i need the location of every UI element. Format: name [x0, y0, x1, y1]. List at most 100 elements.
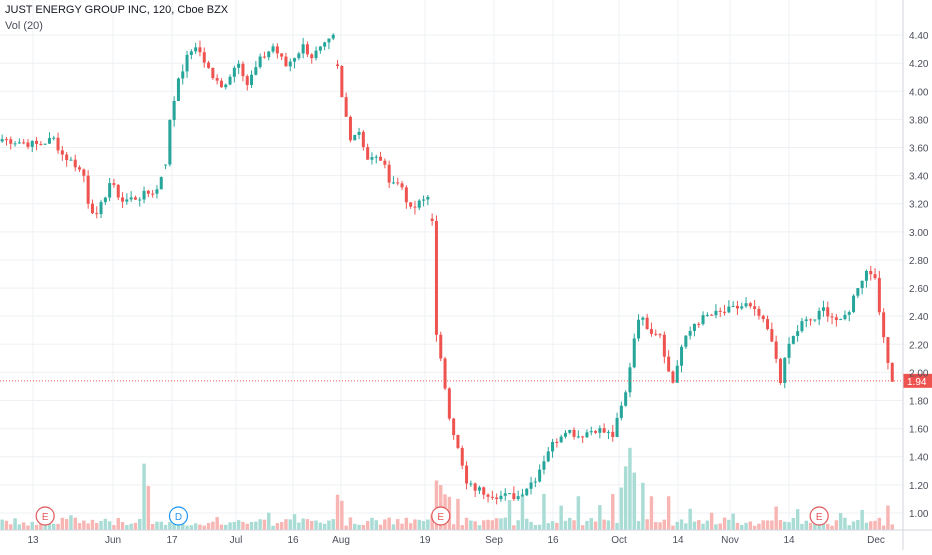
volume-bar	[593, 521, 598, 530]
candle-body	[280, 53, 284, 57]
candle-body	[305, 44, 309, 55]
candle-body	[82, 169, 86, 176]
candle-body	[353, 134, 357, 141]
volume-bar	[288, 519, 292, 530]
marker-label: E	[816, 512, 823, 523]
candle-body	[800, 321, 804, 332]
volume-bar	[722, 517, 727, 530]
candle-body	[9, 139, 13, 144]
x-tick-label: 14	[783, 535, 795, 546]
volume-bar	[654, 522, 658, 530]
y-tick-label: 1.40	[909, 453, 929, 464]
candle-body	[766, 319, 770, 330]
volume-bar	[21, 522, 26, 530]
candle-body	[508, 493, 512, 495]
candle-body	[271, 46, 275, 52]
candle-body	[146, 190, 150, 194]
volume-bar	[735, 522, 740, 530]
candle-body	[744, 303, 748, 307]
candle-body	[735, 305, 739, 309]
volume-bar	[159, 521, 163, 530]
candle-body	[430, 218, 434, 221]
candle-body	[4, 139, 8, 141]
volume-bar	[886, 505, 890, 530]
volume-bar	[533, 524, 538, 530]
volume-bar	[4, 520, 9, 530]
earnings-marker[interactable]: E	[809, 506, 829, 526]
volume-bar	[645, 519, 649, 530]
candle-body	[237, 63, 241, 68]
volume-bar	[396, 519, 400, 530]
volume-bar	[116, 518, 120, 530]
candle-body	[615, 417, 619, 438]
candle-body	[529, 482, 533, 489]
volume-bar	[744, 522, 748, 530]
candle-body	[224, 84, 228, 88]
volume-bar	[486, 519, 490, 530]
volume-bar	[112, 525, 116, 530]
volume-bar	[559, 505, 563, 530]
volume-bar	[228, 522, 232, 530]
volume-bar	[258, 519, 262, 530]
volume-bar	[142, 463, 146, 530]
candle-body	[202, 52, 206, 63]
volume-bar	[374, 520, 378, 530]
volume-bar	[731, 513, 735, 530]
volume-bar	[73, 517, 77, 530]
volume-bar	[39, 522, 43, 530]
volume-bar	[705, 520, 710, 530]
candle-body	[520, 495, 524, 497]
candle-body	[555, 441, 559, 443]
volume-bar	[550, 521, 555, 530]
volume-bar	[632, 472, 636, 530]
dividend-marker[interactable]: D	[168, 506, 189, 526]
candle-body	[576, 436, 580, 438]
volume-bar	[69, 515, 73, 530]
volume-bar	[365, 521, 370, 530]
volume-bar	[30, 521, 34, 530]
volume-bar	[795, 509, 800, 530]
volume-bar	[249, 521, 254, 530]
candle-body	[241, 63, 245, 77]
candle-body	[796, 331, 800, 336]
earnings-marker[interactable]: E	[431, 506, 451, 526]
earnings-marker[interactable]: E	[35, 506, 55, 526]
volume-bar	[26, 525, 30, 530]
x-tick-label: 17	[166, 535, 178, 546]
candle-body	[499, 495, 503, 500]
candle-body	[572, 429, 576, 437]
x-tick-label: Sep	[485, 535, 503, 546]
volume-bar	[262, 519, 267, 530]
candle-body	[598, 428, 602, 433]
candle-body	[581, 436, 585, 438]
volume-bar	[103, 518, 108, 530]
candle-body	[297, 53, 301, 59]
volume-bar	[451, 524, 456, 530]
volume-bar	[344, 525, 348, 530]
volume-bar	[185, 525, 189, 530]
volume-bar	[353, 523, 357, 530]
candle-body	[624, 392, 628, 406]
volume-bar	[774, 506, 778, 530]
candle-body	[452, 418, 456, 436]
volume-bar	[82, 520, 86, 530]
candle-body	[826, 307, 830, 317]
volume-bar	[305, 519, 310, 530]
candle-body	[434, 220, 438, 335]
grid-lines	[0, 0, 903, 530]
candle-body	[422, 199, 426, 201]
volume-bar	[408, 523, 413, 530]
marker-circle	[35, 506, 55, 526]
candle-body	[486, 494, 490, 497]
candle-body	[78, 167, 82, 170]
x-tick-label: Jul	[230, 535, 243, 546]
candle-body	[301, 44, 305, 54]
volume-bar	[90, 519, 95, 530]
y-tick-label: 3.60	[909, 144, 929, 155]
candle-body	[589, 431, 593, 433]
candle-body	[198, 47, 202, 53]
volume-bar	[658, 522, 662, 530]
